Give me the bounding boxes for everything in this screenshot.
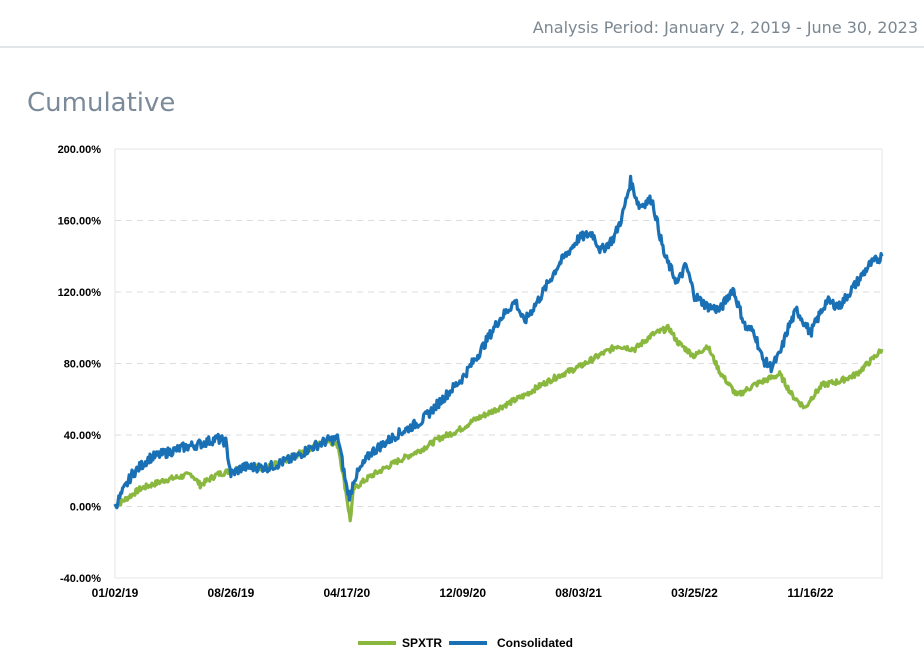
y-tick-label: -40.00% <box>60 573 101 585</box>
section-title: Cumulative <box>27 88 176 118</box>
legend-label-spxtr: SPXTR <box>402 636 442 650</box>
header-divider <box>0 46 924 48</box>
legend-label-consolidated: Consolidated <box>497 636 573 650</box>
y-tick-label: 40.00% <box>64 430 102 442</box>
series-line-spxtr <box>113 323 884 523</box>
cumulative-chart: -40.00% 0.00% 40.00% 80.00% 120.00% 160.00% 20… <box>58 144 884 650</box>
legend: SPXTR Consolidated <box>358 636 573 650</box>
x-tick-label: 01/02/19 <box>92 586 139 600</box>
x-tick-label: 08/26/19 <box>208 586 255 600</box>
x-tick-label: 08/03/21 <box>555 586 602 600</box>
analysis-period: Analysis Period: January 2, 2019 - June … <box>532 18 918 37</box>
y-tick-label: 200.00% <box>58 144 102 156</box>
series-layer <box>113 174 884 523</box>
y-tick-label: 80.00% <box>64 359 102 371</box>
y-tick-label: 160.00% <box>58 216 102 228</box>
x-tick-label: 11/16/22 <box>787 586 833 600</box>
axis-layer: -40.00% 0.00% 40.00% 80.00% 120.00% 160.00% 20… <box>58 144 834 600</box>
grid-layer <box>114 148 883 579</box>
series-line-consolidated <box>113 174 884 510</box>
y-tick-label: 0.00% <box>70 502 101 514</box>
x-tick-label: 04/17/20 <box>323 586 370 600</box>
x-tick-label: 12/09/20 <box>439 586 486 600</box>
x-tick-label: 03/25/22 <box>671 586 718 600</box>
y-tick-label: 120.00% <box>58 287 102 299</box>
